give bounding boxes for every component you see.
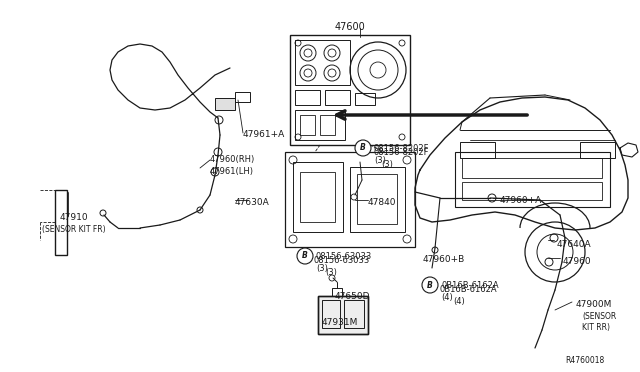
Bar [355,93,375,105]
Bar [344,300,364,328]
Bar [332,288,342,296]
Text: (3): (3) [325,268,337,277]
Text: (4): (4) [441,293,452,302]
Bar [322,300,340,328]
Text: 47931M: 47931M [322,318,358,327]
Text: 47961+A: 47961+A [243,130,285,139]
Bar [55,190,67,255]
Bar [318,296,368,334]
Text: 47630A: 47630A [235,198,269,207]
Text: (3): (3) [381,160,393,169]
Bar [295,110,345,140]
Bar [320,115,335,135]
Bar [295,90,320,105]
Circle shape [297,248,313,264]
Text: 08156-8202F: 08156-8202F [374,144,429,153]
Circle shape [355,140,371,156]
Bar [460,142,495,158]
Text: 47900M: 47900M [576,300,612,309]
Bar [285,152,415,247]
Bar [290,35,410,145]
Text: 47650D: 47650D [335,292,371,301]
Bar [300,115,315,135]
Bar [318,296,368,334]
Bar [300,172,335,222]
Text: 47600: 47600 [335,22,365,32]
Text: (4): (4) [453,297,465,306]
Bar [215,98,235,110]
Text: R4760018: R4760018 [565,356,604,365]
Text: 47960+A: 47960+A [500,196,542,205]
Bar [295,40,350,85]
Bar [357,174,397,224]
Text: B: B [360,144,366,153]
Bar [462,182,602,200]
Text: 08156-63033: 08156-63033 [314,256,371,265]
Text: KIT RR): KIT RR) [582,323,610,332]
Bar [350,167,405,232]
Text: 47960: 47960 [563,257,591,266]
Text: 0B16B-6162A: 0B16B-6162A [441,281,499,290]
Bar [580,142,615,158]
Text: 47961(LH): 47961(LH) [210,167,254,176]
Text: 08156-63033: 08156-63033 [316,252,372,261]
Bar [235,92,250,102]
Text: 0B16B-6162A: 0B16B-6162A [440,285,498,294]
Bar [455,152,610,207]
Text: (SENSOR: (SENSOR [582,312,616,321]
Text: 47960+B: 47960+B [423,255,465,264]
Bar [293,162,343,232]
Bar [325,90,350,105]
Text: 47640A: 47640A [557,240,591,249]
Text: 47910: 47910 [60,213,88,222]
Text: B: B [302,251,308,260]
Text: (3): (3) [374,156,386,165]
Text: (SENSOR KIT FR): (SENSOR KIT FR) [42,225,106,234]
Text: 47840: 47840 [368,198,397,207]
Text: (3): (3) [316,264,328,273]
Text: 08156-8202F: 08156-8202F [373,148,429,157]
Bar [462,158,602,178]
Text: 47960(RH): 47960(RH) [210,155,255,164]
Text: B: B [427,280,433,289]
Circle shape [422,277,438,293]
